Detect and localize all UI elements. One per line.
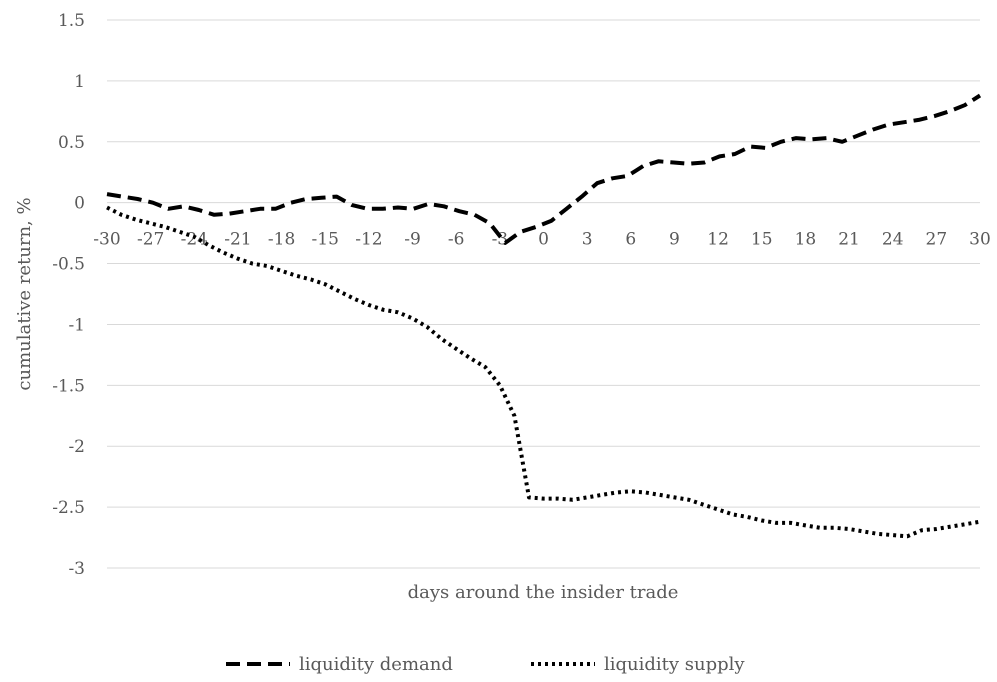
x-tick-label: 24	[882, 230, 904, 250]
legend-label-liquidity-demand: liquidity demand	[299, 654, 453, 675]
x-axis-title: days around the insider trade	[408, 582, 679, 603]
y-axis-ticks: 1.5 1 0.5 0 -0.5 -1 -1.5 -2 -2.5 -3	[52, 11, 85, 579]
x-axis-ticks: -30 -27 -24 -21 -18 -15 -12 -9 -6 -3 0 3 6 9 12 15 18 21 2…	[93, 230, 991, 250]
x-tick-label: -18	[268, 230, 295, 250]
y-tick-label: -3	[68, 559, 85, 579]
y-tick-label: -2	[68, 437, 85, 457]
y-tick-label: 1.5	[58, 11, 85, 31]
x-tick-label: -3	[492, 230, 509, 250]
legend-label-liquidity-supply: liquidity supply	[604, 654, 745, 675]
x-tick-label: -21	[224, 230, 251, 250]
y-tick-label: -0.5	[52, 255, 85, 275]
x-tick-label: -24	[181, 230, 208, 250]
x-tick-label: 12	[707, 230, 729, 250]
x-tick-label: -9	[404, 230, 421, 250]
series-lines	[106, 93, 982, 539]
y-tick-label: -1.5	[52, 376, 85, 396]
series-line-liquidity-demand	[106, 93, 982, 245]
x-tick-label: 27	[926, 230, 948, 250]
x-tick-label: 18	[795, 230, 817, 250]
x-tick-label: 15	[751, 230, 773, 250]
x-tick-label: -15	[312, 230, 339, 250]
x-tick-label: -27	[137, 230, 164, 250]
x-tick-label: 21	[838, 230, 860, 250]
y-tick-label: 1	[74, 72, 85, 92]
legend: liquidity demand liquidity supply	[226, 654, 745, 675]
x-tick-label: 0	[538, 230, 549, 250]
y-tick-label: 0	[74, 194, 85, 214]
gridlines	[107, 19, 980, 569]
x-tick-label: -6	[448, 230, 465, 250]
series-line-liquidity-supply	[106, 205, 981, 539]
x-tick-label: 6	[625, 230, 636, 250]
x-tick-label: 30	[969, 230, 991, 250]
y-axis-title: cumulative return, %	[14, 197, 35, 390]
y-tick-label: -1	[68, 315, 85, 335]
y-tick-label: -2.5	[52, 498, 85, 518]
x-tick-label: 9	[669, 230, 680, 250]
x-tick-label: -12	[355, 230, 382, 250]
x-tick-label: 3	[582, 230, 593, 250]
y-tick-label: 0.5	[58, 133, 85, 153]
x-tick-label: -30	[93, 230, 120, 250]
